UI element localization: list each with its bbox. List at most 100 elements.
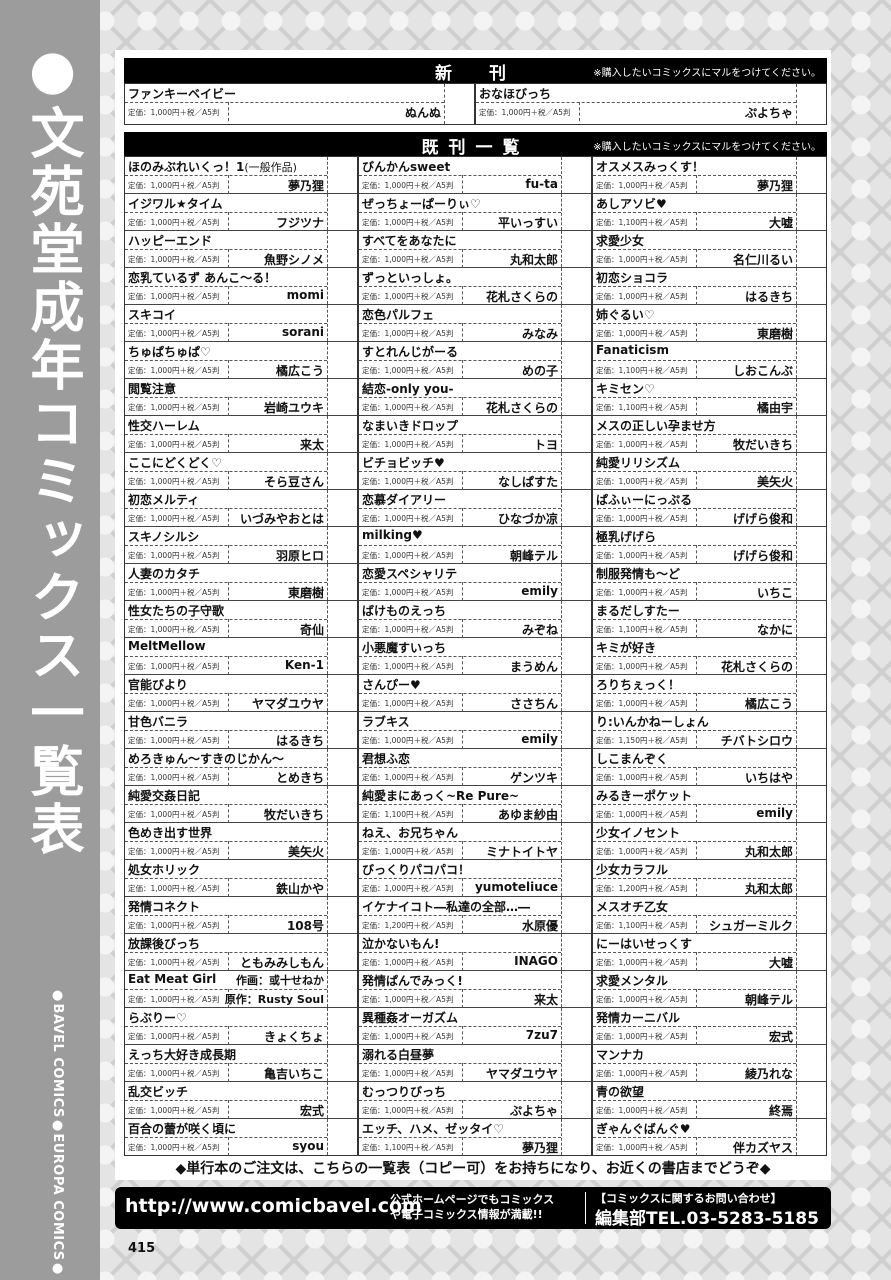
order-check-box[interactable] <box>444 84 474 124</box>
order-check-box[interactable] <box>796 1119 826 1155</box>
order-check-box[interactable] <box>796 490 826 526</box>
order-check-box[interactable] <box>327 675 357 711</box>
list-item: 放課後びっち 定価：1,000円＋税／A5判 ともみみしもん <box>125 934 357 971</box>
order-check-box[interactable] <box>327 786 357 822</box>
order-check-box[interactable] <box>327 490 357 526</box>
order-check-box[interactable] <box>561 379 591 415</box>
order-check-box[interactable] <box>561 786 591 822</box>
order-check-box[interactable] <box>327 749 357 785</box>
order-check-box[interactable] <box>561 490 591 526</box>
dashed-divider <box>462 397 463 416</box>
website-link[interactable]: http://www.comicbavel.com <box>125 1195 422 1217</box>
book-price: 定価：1,000円＋税／A5判 <box>128 329 220 338</box>
order-check-box[interactable] <box>327 934 357 970</box>
order-check-box[interactable] <box>796 453 826 489</box>
order-check-box[interactable] <box>561 416 591 452</box>
order-check-box[interactable] <box>561 194 591 230</box>
order-check-box[interactable] <box>796 638 826 674</box>
order-check-box[interactable] <box>327 342 357 378</box>
dashed-divider <box>696 730 697 749</box>
order-check-box[interactable] <box>327 860 357 896</box>
order-check-box[interactable] <box>327 1082 357 1118</box>
order-check-box[interactable] <box>796 897 826 933</box>
order-check-box[interactable] <box>796 823 826 859</box>
order-check-box[interactable] <box>561 823 591 859</box>
order-check-box[interactable] <box>561 1008 591 1044</box>
order-check-box[interactable] <box>327 157 357 193</box>
order-check-box[interactable] <box>327 1119 357 1155</box>
order-check-box[interactable] <box>796 379 826 415</box>
order-check-box[interactable] <box>561 712 591 748</box>
order-check-box[interactable] <box>327 453 357 489</box>
order-check-box[interactable] <box>796 786 826 822</box>
order-check-box[interactable] <box>796 971 826 1007</box>
book-price: 定価：1,000円＋税／A5判 <box>128 514 220 523</box>
order-check-box[interactable] <box>796 1045 826 1081</box>
order-check-box[interactable] <box>796 675 826 711</box>
order-check-box[interactable] <box>561 601 591 637</box>
order-check-box[interactable] <box>561 1082 591 1118</box>
order-check-box[interactable] <box>561 268 591 304</box>
order-check-box[interactable] <box>561 971 591 1007</box>
order-check-box[interactable] <box>327 1008 357 1044</box>
order-check-box[interactable] <box>561 675 591 711</box>
order-check-box[interactable] <box>327 305 357 341</box>
list-item: 発情ぱんでみっく! 定価：1,000円＋税／A5判 来太 <box>359 971 591 1008</box>
order-check-box[interactable] <box>327 564 357 600</box>
order-check-box[interactable] <box>796 231 826 267</box>
order-check-box[interactable] <box>327 601 357 637</box>
order-check-box[interactable] <box>561 564 591 600</box>
order-check-box[interactable] <box>561 527 591 563</box>
order-check-box[interactable] <box>796 527 826 563</box>
order-check-box[interactable] <box>796 1008 826 1044</box>
book-title: ろりちぇっく！ <box>596 676 680 693</box>
order-check-box[interactable] <box>561 157 591 193</box>
order-check-box[interactable] <box>796 268 826 304</box>
order-check-box[interactable] <box>327 638 357 674</box>
order-check-box[interactable] <box>796 564 826 600</box>
order-check-box[interactable] <box>327 712 357 748</box>
book-author: トヨ <box>533 438 558 452</box>
order-check-box[interactable] <box>327 231 357 267</box>
order-check-box[interactable] <box>796 84 826 124</box>
order-check-box[interactable] <box>796 342 826 378</box>
order-check-box[interactable] <box>561 1045 591 1081</box>
order-check-box[interactable] <box>561 749 591 785</box>
order-check-box[interactable] <box>561 231 591 267</box>
book-price: 定価：1,000円＋税／A5判 <box>362 403 454 412</box>
order-check-box[interactable] <box>796 934 826 970</box>
order-check-box[interactable] <box>561 860 591 896</box>
dashed-divider <box>462 508 463 527</box>
order-check-box[interactable] <box>561 897 591 933</box>
order-check-box[interactable] <box>796 157 826 193</box>
order-check-box[interactable] <box>796 749 826 785</box>
dashed-divider <box>593 397 796 398</box>
book-title: メスの正しい孕ませ方 <box>596 417 716 434</box>
order-check-box[interactable] <box>561 342 591 378</box>
order-check-box[interactable] <box>796 601 826 637</box>
book-title-text: びっくりパコパコ！ <box>362 863 471 877</box>
order-check-box[interactable] <box>561 638 591 674</box>
order-check-box[interactable] <box>561 934 591 970</box>
order-check-box[interactable] <box>796 194 826 230</box>
order-check-box[interactable] <box>327 823 357 859</box>
order-check-box[interactable] <box>796 712 826 748</box>
order-check-box[interactable] <box>327 527 357 563</box>
order-check-box[interactable] <box>327 268 357 304</box>
dashed-divider <box>228 1063 229 1082</box>
order-check-box[interactable] <box>796 860 826 896</box>
order-check-box[interactable] <box>561 453 591 489</box>
order-check-box[interactable] <box>327 971 357 1007</box>
order-check-box[interactable] <box>796 1082 826 1118</box>
order-check-box[interactable] <box>796 305 826 341</box>
order-check-box[interactable] <box>327 194 357 230</box>
book-title-text: 初恋ショコラ <box>596 271 669 285</box>
order-check-box[interactable] <box>327 379 357 415</box>
book-price: 定価：1,000円＋税／A5判 <box>128 588 220 597</box>
order-check-box[interactable] <box>327 416 357 452</box>
order-check-box[interactable] <box>327 897 357 933</box>
order-check-box[interactable] <box>561 1119 591 1155</box>
order-check-box[interactable] <box>796 416 826 452</box>
order-check-box[interactable] <box>561 305 591 341</box>
order-check-box[interactable] <box>327 1045 357 1081</box>
